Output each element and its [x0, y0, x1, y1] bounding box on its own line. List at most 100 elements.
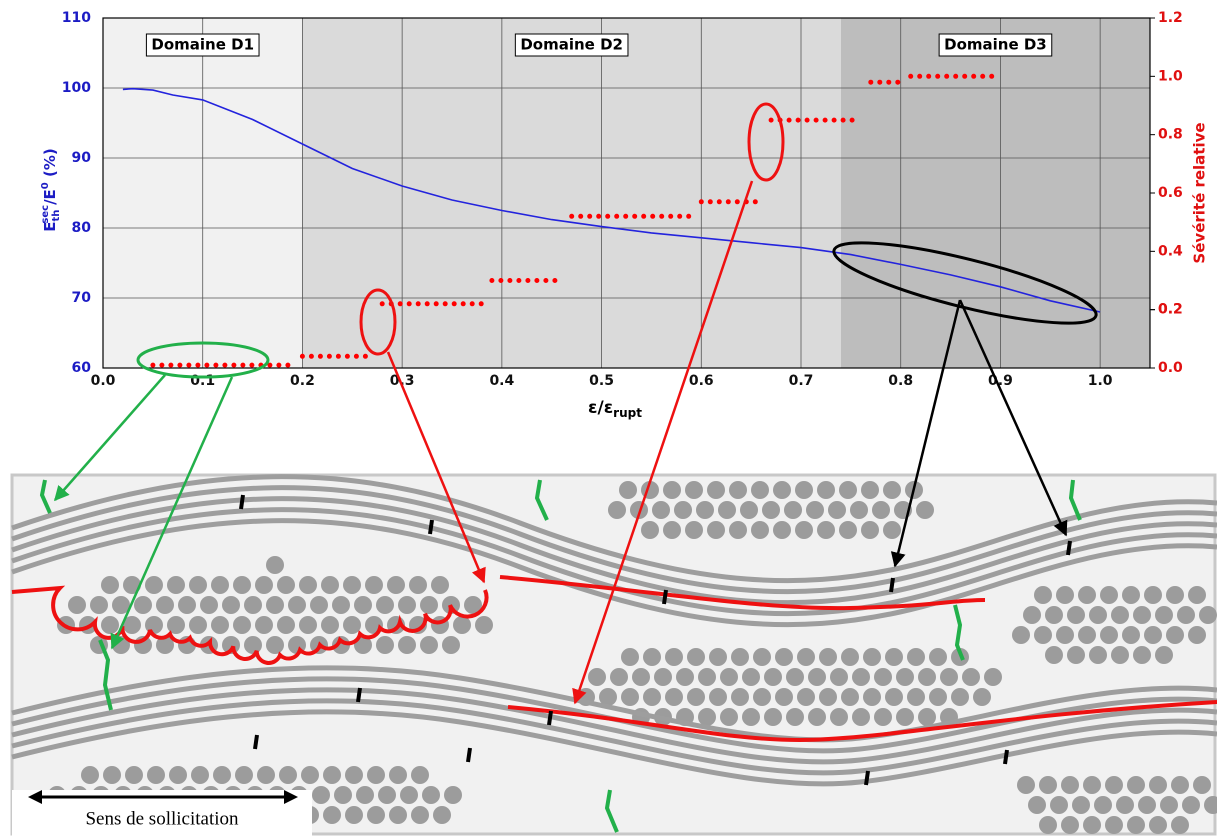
x-tick-label: 0.5 — [589, 373, 614, 389]
y-tick-label: 60 — [72, 360, 92, 376]
fiber — [797, 648, 815, 666]
fiber — [1067, 646, 1085, 664]
fiber — [1116, 796, 1134, 814]
fiber — [861, 521, 879, 539]
fiber — [420, 596, 438, 614]
fiber — [731, 648, 749, 666]
fiber — [1122, 586, 1140, 604]
pointer-arrow — [54, 374, 166, 502]
fiber — [1034, 586, 1052, 604]
fiber — [1122, 626, 1140, 644]
fiber — [729, 521, 747, 539]
fiber — [663, 481, 681, 499]
pointer-arrow — [890, 299, 962, 568]
fiber — [156, 636, 174, 654]
highlight — [747, 102, 785, 182]
fiber — [929, 648, 947, 666]
fiber — [907, 648, 925, 666]
fiber — [874, 668, 892, 686]
fiber — [863, 688, 881, 706]
fiber — [731, 688, 749, 706]
fiber — [1182, 796, 1200, 814]
fiber-break — [39, 479, 52, 514]
fiber — [1149, 816, 1167, 834]
fiber — [850, 501, 868, 519]
fiber — [145, 616, 163, 634]
fiber — [1028, 796, 1046, 814]
fiber — [409, 576, 427, 594]
fiber — [1149, 776, 1167, 794]
fiber — [764, 708, 782, 726]
fiber — [1127, 816, 1145, 834]
fiber — [1089, 646, 1107, 664]
fiber — [885, 648, 903, 666]
fiber — [1133, 646, 1151, 664]
domain-region — [840, 18, 1150, 368]
fiber — [189, 616, 207, 634]
fiber — [321, 576, 339, 594]
fiber — [795, 481, 813, 499]
fiber — [797, 688, 815, 706]
fiber — [453, 616, 471, 634]
fiber — [475, 616, 493, 634]
ply-line — [11, 474, 1217, 584]
fiber — [266, 556, 284, 574]
fiber — [962, 668, 980, 686]
fiber — [1072, 796, 1090, 814]
fiber — [1133, 606, 1151, 624]
fiber — [420, 636, 438, 654]
chart: 0.0 0.1 0.2 0.3 0.4 0.5 0.6 0.7 0.8 0.9 1.06070809… — [40, 10, 1209, 420]
fiber — [819, 648, 837, 666]
y2-tick-label: 0.8 — [1158, 127, 1183, 143]
ply-break — [428, 519, 434, 535]
fiber — [740, 501, 758, 519]
fiber — [354, 596, 372, 614]
fiber — [343, 576, 361, 594]
y-axis-label-part: sec — [40, 205, 51, 224]
ply-break — [662, 589, 668, 605]
ply-break — [1066, 540, 1072, 556]
fiber — [687, 648, 705, 666]
x-tick-label: 0.7 — [789, 373, 814, 389]
domain-label-box — [514, 33, 629, 57]
x-tick-label: 0.3 — [390, 373, 415, 389]
fiber — [178, 596, 196, 614]
ply-line — [11, 687, 1217, 765]
y2-tick-label: 0.6 — [1158, 185, 1183, 201]
ply-line — [11, 709, 1217, 787]
damage-scheme: Sens de sollicitation — [10, 473, 1217, 836]
pointer-arrow — [958, 299, 1068, 537]
fiber — [235, 766, 253, 784]
fiber — [321, 616, 339, 634]
fiber — [1188, 626, 1206, 644]
fiber — [753, 688, 771, 706]
fiber — [786, 708, 804, 726]
fiber — [123, 616, 141, 634]
fiber — [973, 688, 991, 706]
fiber — [852, 668, 870, 686]
ply-break — [253, 734, 259, 750]
fiber — [753, 648, 771, 666]
fiber — [1144, 626, 1162, 644]
fiber — [632, 668, 650, 686]
y2-tick-label: 0.2 — [1158, 302, 1183, 318]
fiber — [685, 521, 703, 539]
caption: Sens de sollicitation — [85, 808, 239, 829]
x-tick-label: 0.2 — [290, 373, 315, 389]
fiber — [621, 688, 639, 706]
y-axis-label-part: (%) — [41, 148, 59, 182]
fiber — [775, 688, 793, 706]
fiber — [940, 668, 958, 686]
fiber — [707, 521, 725, 539]
fiber — [81, 766, 99, 784]
fiber — [817, 481, 835, 499]
domain-label-box — [145, 33, 260, 57]
fiber — [411, 806, 429, 824]
fiber — [1144, 586, 1162, 604]
fiber — [718, 501, 736, 519]
fiber — [365, 576, 383, 594]
fiber — [301, 766, 319, 784]
fiber — [918, 668, 936, 686]
fiber — [1067, 606, 1085, 624]
ply-break — [356, 687, 362, 703]
